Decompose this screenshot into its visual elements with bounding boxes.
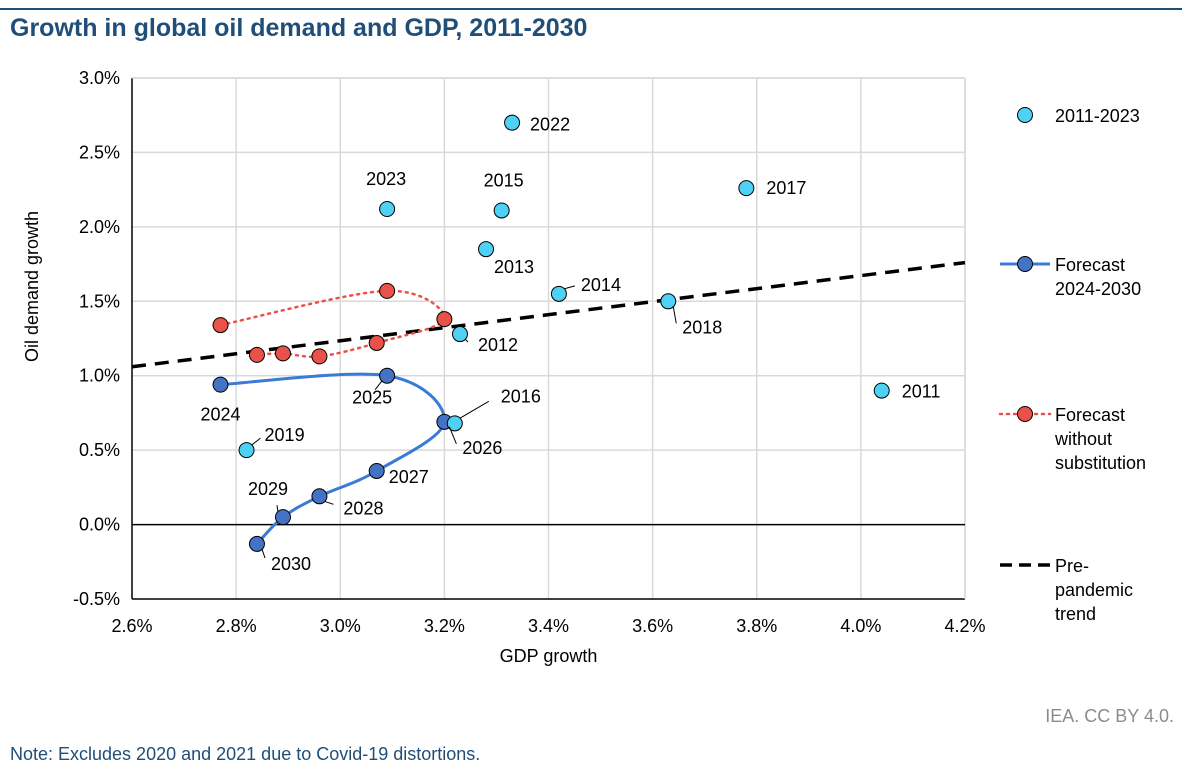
legend-label: Pre-pandemic trend (1055, 556, 1133, 624)
forecast-point (274, 509, 291, 526)
historical-point (738, 180, 755, 197)
y-tick-label: 2.5% (79, 142, 120, 162)
x-tick-label: 3.2% (424, 616, 465, 636)
label-leader (464, 338, 469, 343)
no-substitution-point (379, 282, 396, 299)
legend-label-line: without (1054, 429, 1112, 449)
x-tick-label: 3.6% (632, 616, 673, 636)
historical-point (446, 415, 463, 432)
label-leader (276, 505, 279, 513)
legend-label-line: trend (1055, 604, 1096, 624)
y-tick-label: 1.5% (79, 291, 120, 311)
forecast-point (379, 367, 396, 384)
y-tick-label: 1.0% (79, 366, 120, 386)
historical-point (478, 241, 495, 258)
historical-point (873, 382, 890, 399)
x-tick-label: 3.8% (736, 616, 777, 636)
no-substitution-point (368, 334, 385, 351)
x-tick-label: 3.4% (528, 616, 569, 636)
historical-point (379, 200, 396, 217)
point-label: 2017 (766, 178, 806, 198)
legend-label-line: Forecast (1055, 255, 1125, 275)
point-label: 2024 (200, 405, 240, 425)
label-leader (459, 400, 490, 419)
x-tick-label: 4.2% (944, 616, 985, 636)
trend-line (131, 260, 966, 369)
point-label: 2029 (248, 479, 288, 499)
forecast-line (220, 372, 446, 545)
x-tick-label: 4.0% (840, 616, 881, 636)
no-substitution-point (212, 317, 229, 334)
forecast-point (368, 462, 385, 479)
forecast-point (248, 535, 265, 552)
label-leader (374, 380, 383, 391)
historical-point (493, 202, 510, 219)
label-leader (324, 500, 334, 505)
no-substitution-point (436, 311, 453, 328)
legend-marker-historical (1017, 107, 1033, 123)
legend-marker-no-substitution (1017, 406, 1033, 422)
title-rule (0, 8, 1182, 10)
y-tick-label: 0.5% (79, 440, 120, 460)
point-label: 2015 (484, 170, 524, 190)
point-label: 2030 (271, 554, 311, 574)
y-axis-title: Oil demand growth (22, 211, 42, 362)
forecast-point (311, 488, 328, 505)
y-tick-label: 3.0% (79, 68, 120, 88)
x-tick-label: 2.8% (216, 616, 257, 636)
point-label: 2016 (501, 386, 541, 406)
point-label: 2011 (902, 382, 941, 402)
legend-label-line: substitution (1055, 453, 1146, 473)
y-tick-label: 0.0% (79, 515, 120, 535)
historical-point (550, 285, 567, 302)
grid (132, 77, 966, 599)
legend-label: Forecast 2024-2030 (1055, 255, 1141, 299)
x-tick-label: 2.6% (111, 616, 152, 636)
point-label: 2026 (462, 438, 502, 458)
legend-label-line: 2011-2023 (1055, 106, 1140, 126)
legend-marker-forecast (1017, 256, 1033, 272)
chart-title: Growth in global oil demand and GDP, 201… (10, 14, 588, 42)
point-label: 2022 (530, 115, 570, 135)
point-label: 2013 (494, 257, 534, 277)
legend-label: 2011-2023 (1055, 106, 1140, 126)
legend-label-line: Forecast (1055, 405, 1125, 425)
no-substitution-point (311, 348, 328, 365)
historical-point (238, 442, 255, 459)
label-leader (261, 548, 266, 559)
legend: 2011-2023 Forecast 2024-2030 Forecast withou… (998, 106, 1146, 624)
point-label: 2012 (478, 335, 518, 355)
point-label: 2019 (265, 425, 305, 445)
label-leader (672, 306, 677, 324)
legend-label-line: Pre- (1055, 556, 1089, 576)
y-tick-label: 2.0% (79, 217, 120, 237)
label-leader (563, 285, 576, 290)
series (131, 114, 966, 552)
axes: 2.6% 2.8% 3.0% 3.2% 3.4% 3.6% 3.8% 4.0% 4.2% -0.5… (22, 68, 986, 666)
historical-point (660, 293, 677, 310)
legend-label: Forecast without substitution (1054, 405, 1146, 473)
historical-point (504, 114, 521, 131)
credit-text: IEA. CC BY 4.0. (1045, 706, 1174, 726)
x-axis-title: GDP growth (500, 646, 598, 666)
no-substitution-point (248, 346, 265, 363)
point-label: 2018 (682, 317, 722, 337)
point-label: 2014 (581, 275, 621, 295)
point-label: 2025 (352, 388, 392, 408)
forecast-point (212, 376, 229, 393)
legend-label-line: 2024-2030 (1055, 279, 1141, 299)
point-label: 2023 (366, 169, 406, 189)
y-tick-label: -0.5% (73, 589, 120, 609)
x-tick-label: 3.0% (320, 616, 361, 636)
point-label: 2028 (343, 498, 383, 518)
point-labels: 2011 2012 2013 2014 2015 2016 2017 2018 2019 2022… (200, 115, 940, 574)
no-substitution-point (274, 345, 291, 362)
legend-label-line: pandemic (1055, 580, 1133, 600)
label-leader (251, 437, 261, 446)
footnote: Note: Excludes 2020 and 2021 due to Covi… (10, 744, 481, 764)
point-label: 2027 (389, 467, 429, 487)
historical-point (451, 326, 468, 343)
label-leader (448, 426, 457, 445)
